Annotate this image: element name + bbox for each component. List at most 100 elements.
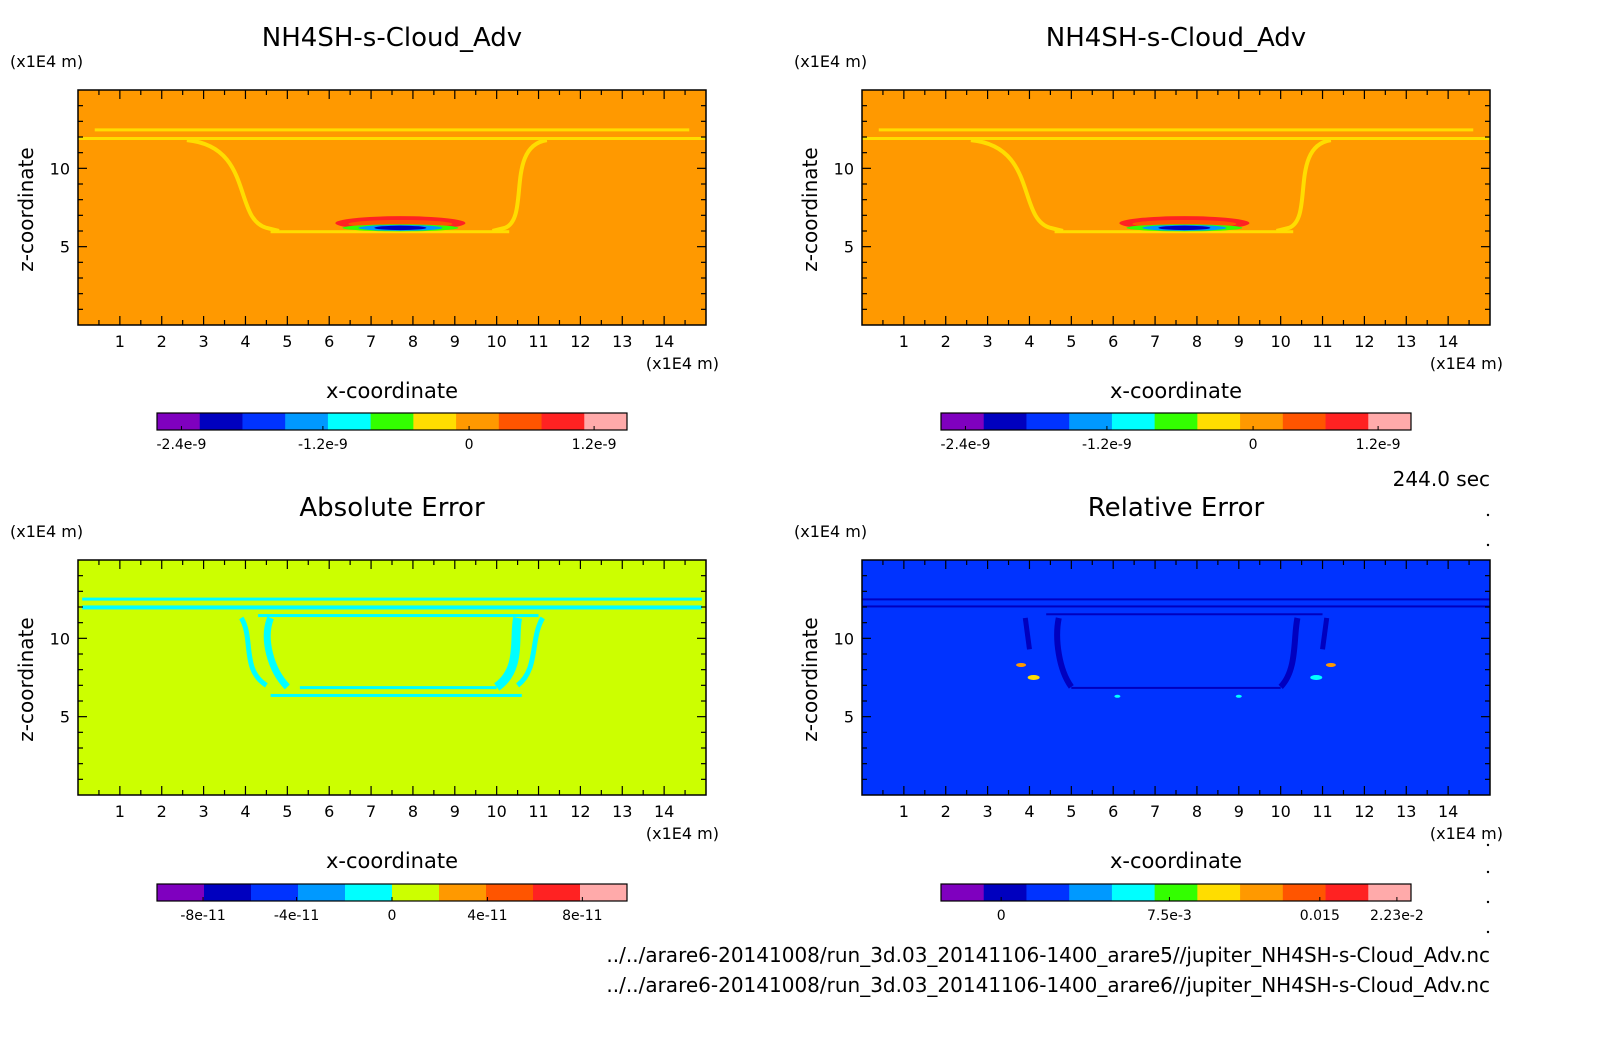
colorbar-swatch — [327, 413, 372, 430]
colorbar-swatch — [157, 884, 205, 901]
x-tick-label: 5 — [1066, 332, 1076, 351]
x-tick-label: 10 — [486, 802, 506, 821]
colorbar-tick-label: -4e-11 — [274, 908, 319, 924]
y-axis-label: z-coordinate — [798, 147, 822, 271]
error-edge-left-outer — [239, 616, 268, 688]
rel-error-spot-1 — [1016, 662, 1027, 667]
colorbar-swatch — [941, 413, 985, 430]
y-tick-label: 10 — [834, 629, 854, 648]
x-axis-label: x-coordinate — [1110, 849, 1242, 873]
x-tick-label: 12 — [570, 802, 590, 821]
colorbar-swatch — [1282, 413, 1327, 430]
x-tick-label: 9 — [450, 802, 460, 821]
x-tick-label: 14 — [654, 332, 674, 351]
colorbar-swatch — [1368, 884, 1412, 901]
colorbar-tick-label: 2.23e-2 — [1370, 908, 1424, 924]
chart-title: NH4SH-s-Cloud_Adv — [262, 23, 522, 53]
y-unit-label: (x1E4 m) — [794, 522, 867, 541]
x-tick-label: 3 — [199, 802, 209, 821]
margin-dot — [1486, 513, 1490, 517]
y-unit-label: (x1E4 m) — [794, 52, 867, 71]
x-unit-label: (x1E4 m) — [646, 354, 719, 373]
x-tick-label: 13 — [1396, 802, 1416, 821]
rel-error-edge-right-inner — [1278, 617, 1301, 689]
negative-anomaly-core — [1158, 225, 1211, 231]
cloud-edge-left — [186, 138, 280, 233]
error-band-inner — [258, 614, 539, 618]
x-tick-label: 2 — [941, 332, 951, 351]
colorbar-swatch — [157, 413, 201, 430]
x-tick-label: 2 — [157, 332, 167, 351]
file-path-1: ../../arare6-20141008/run_3d.03_20141106… — [606, 943, 1490, 967]
colorbar-tick-label: 0 — [1249, 437, 1258, 453]
x-tick-label: 8 — [408, 802, 418, 821]
colorbar-swatch — [456, 413, 500, 430]
x-tick-label: 2 — [157, 802, 167, 821]
colorbar-swatch — [251, 884, 299, 901]
x-unit-label: (x1E4 m) — [646, 824, 719, 843]
colorbar-swatch — [983, 884, 1027, 901]
colorbar-tick-label: 0 — [997, 908, 1006, 924]
chart-title: Absolute Error — [299, 493, 485, 523]
x-tick-label: 5 — [282, 332, 292, 351]
x-tick-label: 6 — [324, 332, 334, 351]
plot-area — [78, 90, 706, 325]
y-tick-label: 5 — [60, 238, 70, 257]
field-features — [862, 598, 1490, 698]
x-tick-label: 14 — [1438, 332, 1458, 351]
colorbar-tick-label: 4e-11 — [467, 908, 507, 924]
x-tick-label: 4 — [1024, 332, 1034, 351]
colorbar-frame — [940, 412, 1412, 431]
chart-panel-1: NH4SH-s-Cloud_Adv(x1E4 m)1 2 3 4 5 6 7 8 9 10 11 12… — [10, 23, 719, 453]
x-tick-label: 9 — [450, 332, 460, 351]
x-tick-label: 2 — [941, 802, 951, 821]
colorbar-swatch — [204, 884, 252, 901]
chart-panel-3: Absolute Error(x1E4 m)1 2 3 4 5 6 7 8 9 10 11 12 13 1… — [10, 493, 719, 924]
cloud-top-band-upper — [878, 128, 1474, 132]
rel-error-spot-6 — [1235, 694, 1242, 698]
x-tick-label: 12 — [1354, 802, 1374, 821]
colorbar-tick-label: -8e-11 — [180, 908, 225, 924]
x-tick-label: 11 — [1312, 802, 1332, 821]
x-tick-label: 7 — [1150, 332, 1160, 351]
colorbar-swatch — [298, 884, 346, 901]
colorbar-swatch — [1154, 413, 1198, 430]
colorbar-swatch — [199, 413, 243, 430]
x-tick-label: 11 — [1312, 332, 1332, 351]
x-tick-label: 7 — [1150, 802, 1160, 821]
colorbar-swatch — [1026, 884, 1070, 901]
colorbar-swatch — [345, 884, 393, 901]
rel-error-spot-5 — [1114, 694, 1121, 698]
colorbar-tick-label: -1.2e-9 — [298, 437, 348, 453]
rel-error-spot-3 — [1325, 662, 1336, 667]
margin-dot — [1486, 843, 1490, 847]
y-axis-label: z-coordinate — [798, 617, 822, 741]
x-tick-label: 4 — [240, 802, 250, 821]
colorbar-tick-label: 8e-11 — [562, 908, 602, 924]
x-tick-label: 8 — [408, 332, 418, 351]
x-unit-label: (x1E4 m) — [1430, 354, 1503, 373]
colorbar-swatch — [1069, 884, 1113, 901]
x-tick-label: 4 — [240, 332, 250, 351]
x-tick-label: 3 — [983, 332, 993, 351]
cloud-edge-right — [1275, 138, 1332, 233]
colorbar-swatch — [983, 413, 1027, 430]
colorbar-tick-label: -2.4e-9 — [156, 437, 206, 453]
x-tick-label: 8 — [1192, 332, 1202, 351]
error-edge-left-inner — [263, 616, 290, 690]
colorbar-swatch — [439, 884, 487, 901]
error-band-upper — [82, 597, 702, 601]
y-unit-label: (x1E4 m) — [10, 52, 83, 71]
x-tick-label: 6 — [1108, 802, 1118, 821]
colorbar-tick-label: 0 — [388, 908, 397, 924]
colorbar-tick-label: 1.2e-9 — [572, 437, 617, 453]
x-tick-label: 1 — [115, 332, 125, 351]
x-axis-label: x-coordinate — [326, 849, 458, 873]
colorbar-swatch — [1111, 884, 1156, 901]
time-label: 244.0 sec — [1393, 467, 1490, 491]
cloud-edge-left — [970, 138, 1064, 233]
colorbar-swatch — [584, 413, 628, 430]
x-tick-label: 5 — [282, 802, 292, 821]
x-tick-label: 10 — [486, 332, 506, 351]
colorbar-swatch — [941, 884, 985, 901]
